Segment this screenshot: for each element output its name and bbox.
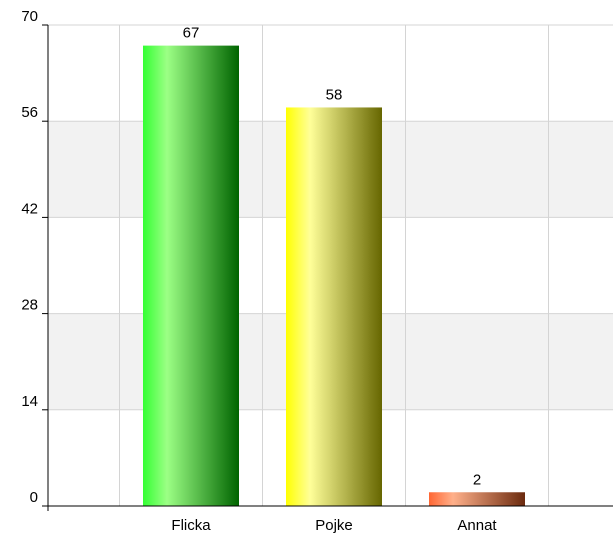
y-tick-label: 42 — [21, 200, 38, 217]
x-axis-labels: Flicka Pojke Annat — [171, 517, 497, 534]
y-tick-label: 28 — [21, 297, 38, 314]
bar-pojke — [286, 107, 382, 506]
bar-annat — [429, 492, 525, 506]
y-tick-label: 14 — [21, 393, 38, 410]
axes — [47, 25, 613, 511]
y-tick-label: 56 — [21, 104, 38, 121]
bar-flicka — [143, 45, 239, 506]
y-tick-label: 0 — [30, 489, 38, 506]
data-labels: 67 58 2 — [183, 25, 482, 489]
x-tick-label: Flicka — [171, 517, 211, 534]
data-label: 2 — [473, 471, 481, 488]
bars — [143, 45, 525, 506]
x-tick-label: Pojke — [315, 517, 353, 534]
y-axis-ticks: 0 14 28 42 56 70 — [21, 8, 48, 507]
data-label: 58 — [326, 86, 343, 103]
y-tick-label: 70 — [21, 8, 38, 25]
x-tick-label: Annat — [457, 517, 497, 534]
data-label: 67 — [183, 25, 200, 42]
